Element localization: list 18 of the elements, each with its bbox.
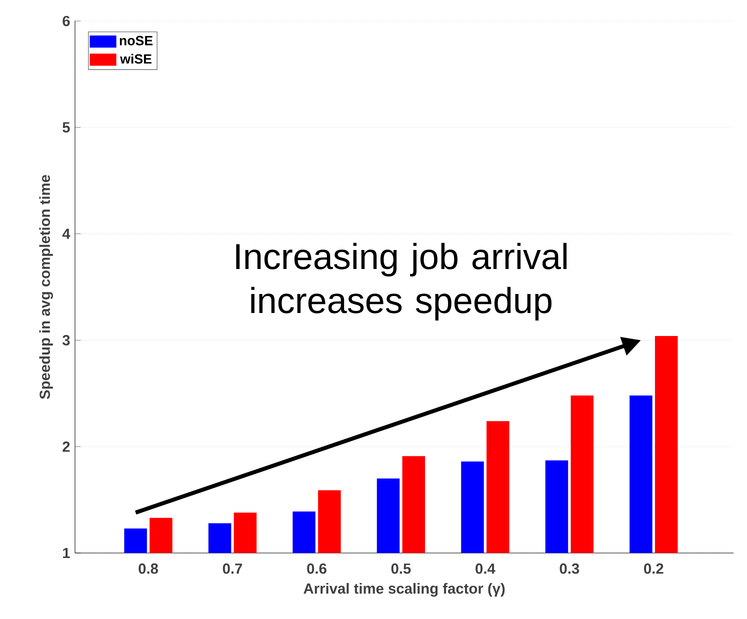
legend-label: wiSE <box>120 54 152 64</box>
x-tick-label: 0.5 <box>391 563 411 574</box>
annotation: Increasing job arrival increases speedup <box>236 242 567 320</box>
x-tick-label: 0.3 <box>560 563 580 574</box>
x-axis-title: Arrival time scaling factor (γ) <box>304 582 505 597</box>
y-tick-label: 6 <box>62 16 70 26</box>
y-tick-label: 1 <box>63 548 70 558</box>
y-tick-label: 3 <box>62 335 70 346</box>
y-tick-label: 4 <box>62 228 70 239</box>
legend-label: noSE <box>120 36 153 46</box>
x-tick-label: 0.8 <box>138 563 158 574</box>
x-tick-label: 0.6 <box>307 563 326 574</box>
y-axis-title: Speedup in avg completion time <box>39 175 53 400</box>
x-tick-label: 0.4 <box>476 563 496 574</box>
x-tick-label: 0.7 <box>222 563 242 574</box>
y-tick-label: 5 <box>62 122 70 133</box>
y-tick-label: 2 <box>62 441 70 452</box>
x-tick-label: 0.2 <box>644 563 664 574</box>
